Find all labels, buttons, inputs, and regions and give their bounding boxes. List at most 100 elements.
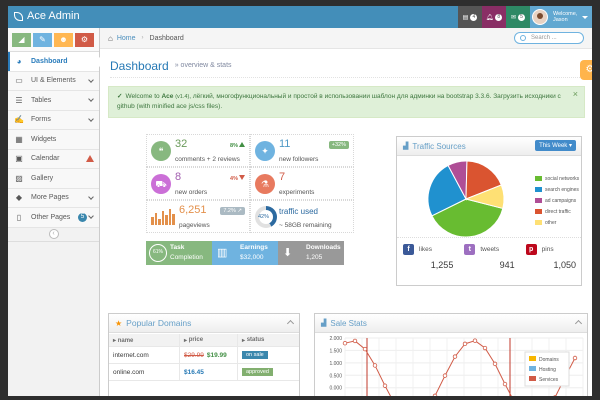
shortcut-signal-button[interactable]: ◢ [12, 32, 31, 47]
widget-title: Popular Domains [126, 318, 192, 328]
tachometer-icon: ◕ [16, 56, 22, 66]
caret-right-icon: ▸ [113, 337, 117, 344]
sidebar-item-forms[interactable]: ✍ Forms [8, 110, 99, 130]
widget-header: ▟ Traffic Sources This Week ▾ [397, 137, 581, 156]
tasks-button[interactable]: ▤ 4 [458, 6, 482, 28]
widget-title: Traffic Sources [412, 141, 466, 151]
navbar-right: ▤ 4 🔔︎ 8 ✉ 5 Welcome, Jason [458, 6, 592, 28]
series-point [572, 355, 578, 361]
chevron-up-icon[interactable] [574, 319, 583, 328]
sidebar-item-label: Forms [31, 116, 51, 124]
search-input[interactable]: Search ... [514, 32, 584, 44]
small-box-title: Task [170, 244, 185, 251]
sidebar-item-label: Calendar [31, 155, 60, 163]
sidebar-item-gallery[interactable]: ▨ Gallery [8, 169, 99, 189]
social-count: 1,255 [430, 260, 454, 270]
legend-item: ad campaigns [535, 195, 579, 206]
y-tick-label: 0.500 [329, 373, 342, 379]
traffic-progress-ring [255, 206, 277, 228]
social-count: 941 [499, 260, 515, 270]
close-icon[interactable]: × [572, 89, 578, 99]
popular-domains-widget: ★ Popular Domains ▸ name ▸ price ▸ statu… [108, 313, 300, 396]
series-point [432, 393, 438, 396]
infobox-label: comments + 2 reviews [175, 156, 240, 163]
sidebar-item-tables[interactable]: ☰ Tables [8, 91, 99, 111]
github-link[interactable]: github [117, 103, 135, 110]
earnings-box: ▥ Earnings $32,000 [212, 241, 278, 265]
alert-suffix: (with minified ace js/css files). [136, 103, 223, 110]
column-header[interactable]: ▸ price [179, 334, 237, 346]
sidebar-item-calendar[interactable]: ▣ Calendar [8, 149, 99, 169]
legend-item: search engines [535, 184, 579, 195]
small-box-title: Downloads [306, 244, 341, 251]
search-icon [520, 35, 526, 41]
shortcut-cogs-button[interactable]: ⚙ [75, 32, 94, 47]
sidebar-item-ui-elements[interactable]: ▭ UI & Elements [8, 71, 99, 91]
status-badge: on sale [242, 351, 268, 359]
legend-label: Domains [539, 357, 559, 363]
messages-badge: 5 [518, 13, 526, 21]
legend-swatch [529, 376, 536, 381]
domains-table: ▸ name ▸ price ▸ status internet.com $29… [109, 334, 299, 381]
table-row: online.com $16.45 approved [109, 364, 299, 381]
sidebar-item-more-pages[interactable]: ◆ More Pages [8, 188, 99, 208]
user-name: Jason [553, 17, 568, 23]
infobox-stat: 8% [230, 142, 245, 149]
caret-right-icon: ▸ [184, 337, 188, 344]
messages-button[interactable]: ✉ 5 [506, 6, 530, 28]
download-icon: ⬇ [283, 247, 293, 259]
y-tick-label: 2.000 [329, 336, 342, 342]
user-menu-button[interactable]: Welcome, Jason [530, 6, 592, 28]
social-tweets: t tweets 941 [458, 238, 519, 277]
traffic-pie-chart [427, 160, 505, 238]
series-point [482, 345, 488, 351]
breadcrumb-home-link[interactable]: Home [116, 34, 136, 42]
shopping-cart-icon: ⛟ [151, 174, 171, 194]
small-box-title: Earnings [240, 244, 268, 251]
shortcut-pencil-button[interactable]: ✎ [33, 32, 52, 47]
social-count: 1,050 [553, 260, 576, 270]
bar-chart-icon: ▥ [217, 247, 228, 259]
column-header[interactable]: ▸ name [113, 337, 134, 344]
brand-title: Ace Admin [27, 10, 80, 22]
sidebar-item-widgets[interactable]: ▦ Widgets [8, 130, 99, 150]
tasks-badge: 4 [470, 13, 478, 21]
legend-swatch [529, 356, 536, 361]
bell-icon: 🔔︎ [485, 14, 494, 21]
shortcut-users-button[interactable]: ☻ [54, 32, 73, 47]
sidebar-item-label: More Pages [31, 194, 69, 202]
status-badge: approved [242, 368, 273, 376]
settings-button[interactable]: ⚙ [580, 60, 592, 80]
infobox-label: pageviews [179, 222, 210, 229]
widget-title: Sale Stats [330, 318, 367, 328]
infobox-label: experiments [279, 189, 315, 196]
y-tick-label: 1.500 [329, 348, 342, 354]
traffic-legend: social networks search engines ad campai… [535, 173, 579, 228]
infobox-stat: 4% [230, 175, 245, 182]
sidebar-item-label: Gallery [31, 174, 54, 182]
alert-version: (v1.4) [175, 94, 190, 100]
small-box-subtitle: $32,000 [240, 254, 264, 261]
legend-label: Hosting [539, 367, 556, 373]
home-icon: ⌂ [108, 33, 113, 43]
this-week-dropdown[interactable]: This Week ▾ [535, 140, 576, 151]
collapse-sidebar-button[interactable]: ‹ [48, 229, 59, 239]
caret-right-icon: ▸ [242, 337, 246, 344]
notifications-button[interactable]: 🔔︎ 8 [482, 6, 506, 28]
infobox-label: ~ 58GB remaining [279, 222, 332, 229]
sidebar-item-dashboard[interactable]: ◕ Dashboard [8, 52, 105, 72]
twitter-icon: ✦ [255, 141, 275, 161]
social-stats: f likes 1,255 t tweets 941 p pins 1,050 [397, 237, 581, 277]
domain-status: approved [237, 364, 299, 380]
chevron-down-icon [88, 76, 94, 83]
chevron-up-icon[interactable] [286, 319, 295, 328]
traffic-percent: 42% [258, 214, 270, 220]
infobox-stat-badge: +32% [328, 141, 349, 149]
brand-link[interactable]: Ace Admin [14, 10, 80, 22]
domain-price: $29.99 $19.99 [179, 347, 237, 363]
signal-icon: ◢ [18, 35, 25, 44]
column-header[interactable]: ▸ status [237, 334, 299, 346]
infobox-number: traffic used [279, 207, 318, 216]
navbar: Ace Admin ▤ 4 🔔︎ 8 ✉ 5 Welcome, Jason [8, 6, 592, 28]
sidebar-item-other-pages[interactable]: ▯ Other Pages 5 [8, 208, 99, 228]
